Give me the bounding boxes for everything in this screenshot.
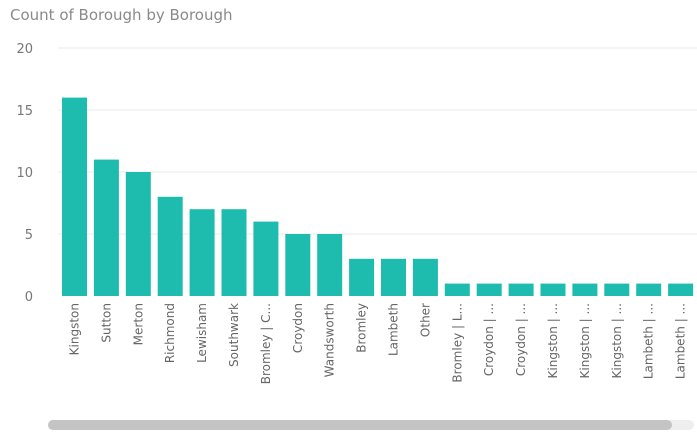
x-tick-label: Lambeth: [387, 303, 401, 356]
x-tick-label: Lambeth | ...: [642, 303, 656, 379]
y-tick-label: 20: [16, 42, 33, 57]
x-tick-label: Lambeth | ...: [674, 303, 688, 379]
x-tick-label: Bromley: [355, 303, 369, 353]
bar: [604, 283, 630, 296]
x-tick-label: Merton: [131, 303, 145, 345]
x-tick-label: Lewisham: [195, 303, 209, 363]
bar: [540, 283, 566, 296]
x-tick-label: Croydon | ...: [514, 303, 528, 376]
y-tick-label: 0: [25, 290, 33, 305]
x-tick-label: Wandsworth: [323, 303, 337, 377]
bar: [93, 159, 119, 296]
x-tick-label: Southwark: [227, 303, 241, 367]
bar: [349, 258, 375, 296]
bar: [412, 258, 438, 296]
x-tick-label: Bromley | L...: [450, 303, 464, 383]
y-tick-label: 10: [16, 166, 33, 181]
bar: [317, 234, 343, 296]
scrollbar-thumb[interactable]: [48, 420, 672, 430]
x-tick-label: Kingston | ...: [610, 303, 624, 378]
x-tick-label: Other: [418, 303, 432, 337]
bar: [668, 283, 694, 296]
x-tick-label: Kingston: [68, 303, 82, 355]
bar: [221, 209, 247, 296]
y-tick-label: 15: [16, 104, 33, 119]
x-tick-label: Croydon | ...: [482, 303, 496, 376]
bar: [572, 283, 598, 296]
bar: [157, 196, 183, 296]
bar: [636, 283, 662, 296]
x-tick-label: Kingston | ...: [578, 303, 592, 378]
x-tick-label: Croydon: [291, 303, 305, 353]
bar: [189, 209, 215, 296]
bar: [285, 234, 311, 296]
bar: [476, 283, 502, 296]
x-tick-label: Bromley | C...: [259, 303, 273, 384]
y-tick-label: 5: [25, 228, 33, 243]
bar: [62, 97, 87, 296]
chart-title: Count of Borough by Borough: [10, 6, 233, 24]
x-tick-label: Richmond: [163, 303, 177, 363]
bar: [253, 221, 279, 296]
horizontal-scrollbar[interactable]: [48, 420, 694, 430]
x-tick-label: Sutton: [99, 303, 113, 343]
x-tick-label: Kingston | ...: [546, 303, 560, 378]
bar: [125, 172, 151, 296]
bar: [444, 283, 470, 296]
bar: [381, 258, 406, 296]
bar: [508, 283, 534, 296]
